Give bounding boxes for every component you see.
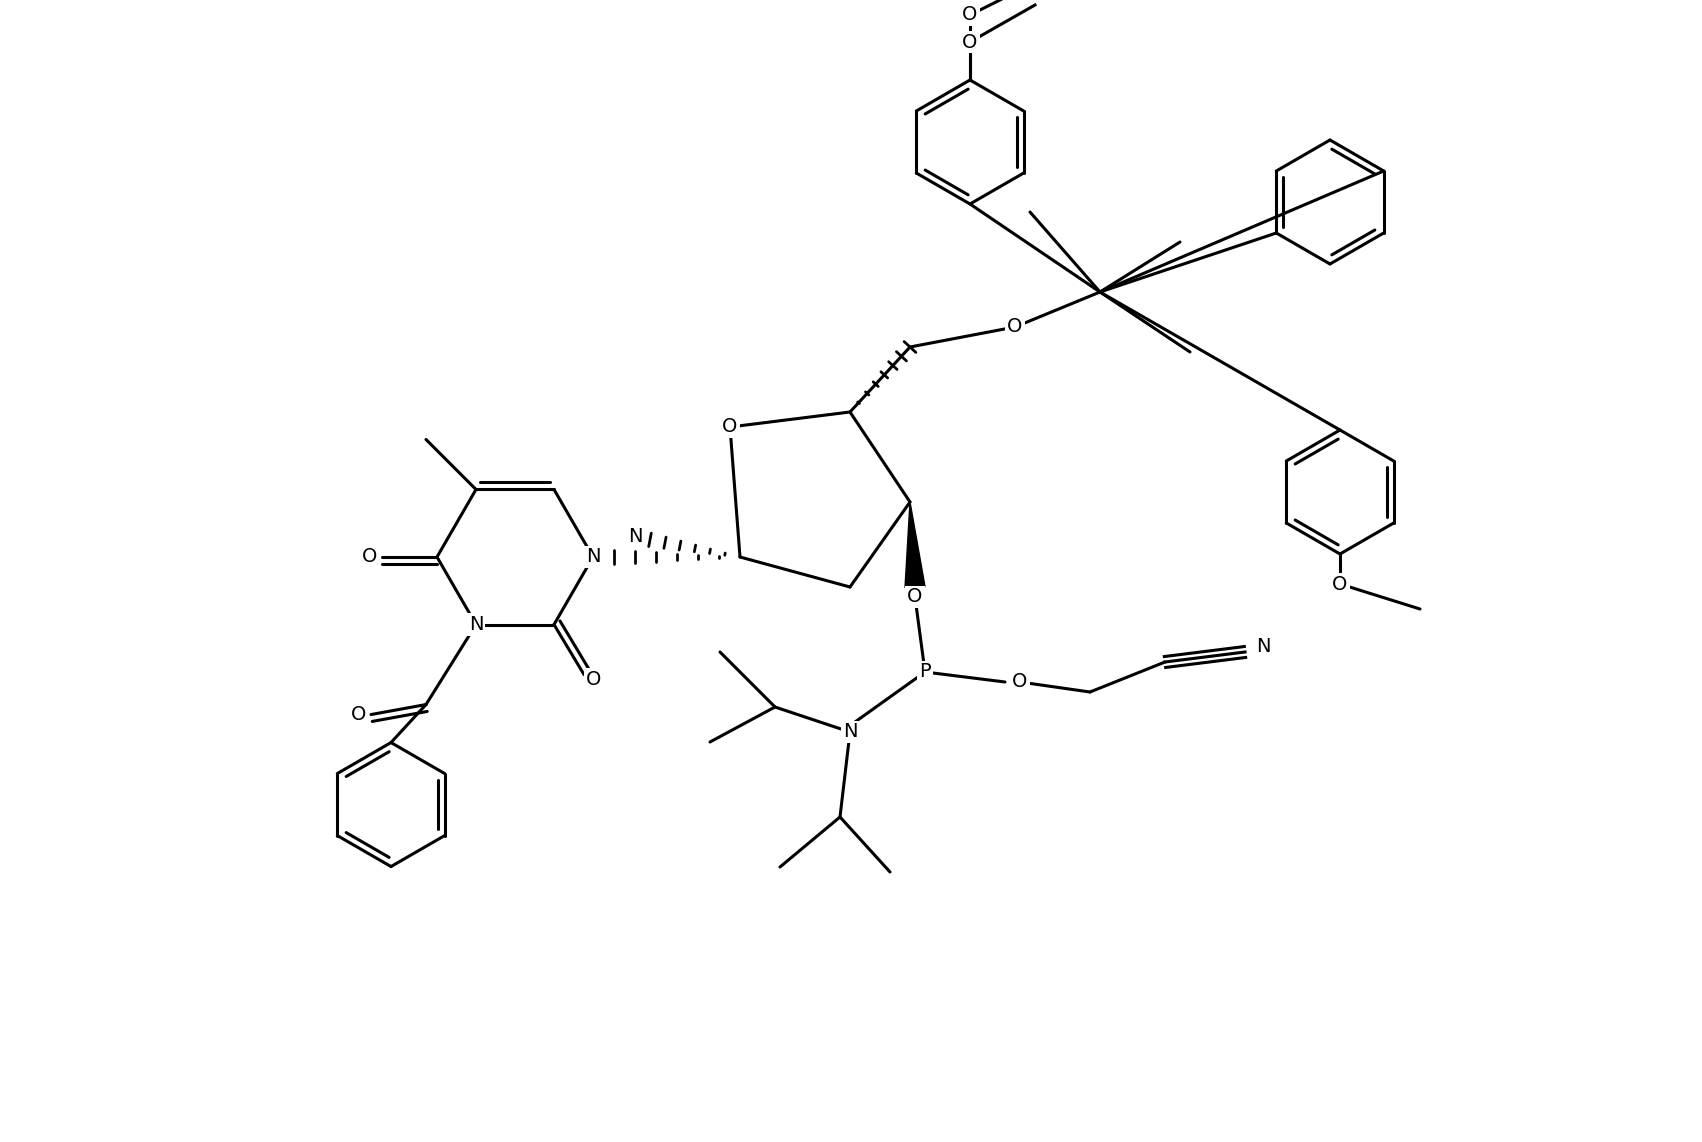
Text: O: O: [585, 670, 603, 689]
Text: O: O: [1013, 673, 1028, 692]
Text: P: P: [919, 662, 931, 682]
Text: N: N: [585, 547, 601, 566]
Text: O: O: [962, 32, 977, 51]
Text: O: O: [907, 587, 922, 606]
Text: O: O: [1333, 574, 1348, 594]
Text: O: O: [363, 547, 378, 566]
Text: O: O: [722, 418, 737, 436]
Text: N: N: [1256, 637, 1270, 657]
Text: N: N: [468, 616, 483, 634]
Text: O: O: [1008, 317, 1023, 337]
Text: O: O: [962, 6, 977, 24]
Text: O: O: [351, 705, 366, 724]
Text: N: N: [842, 723, 858, 741]
Text: N: N: [628, 528, 642, 547]
Polygon shape: [905, 502, 924, 588]
